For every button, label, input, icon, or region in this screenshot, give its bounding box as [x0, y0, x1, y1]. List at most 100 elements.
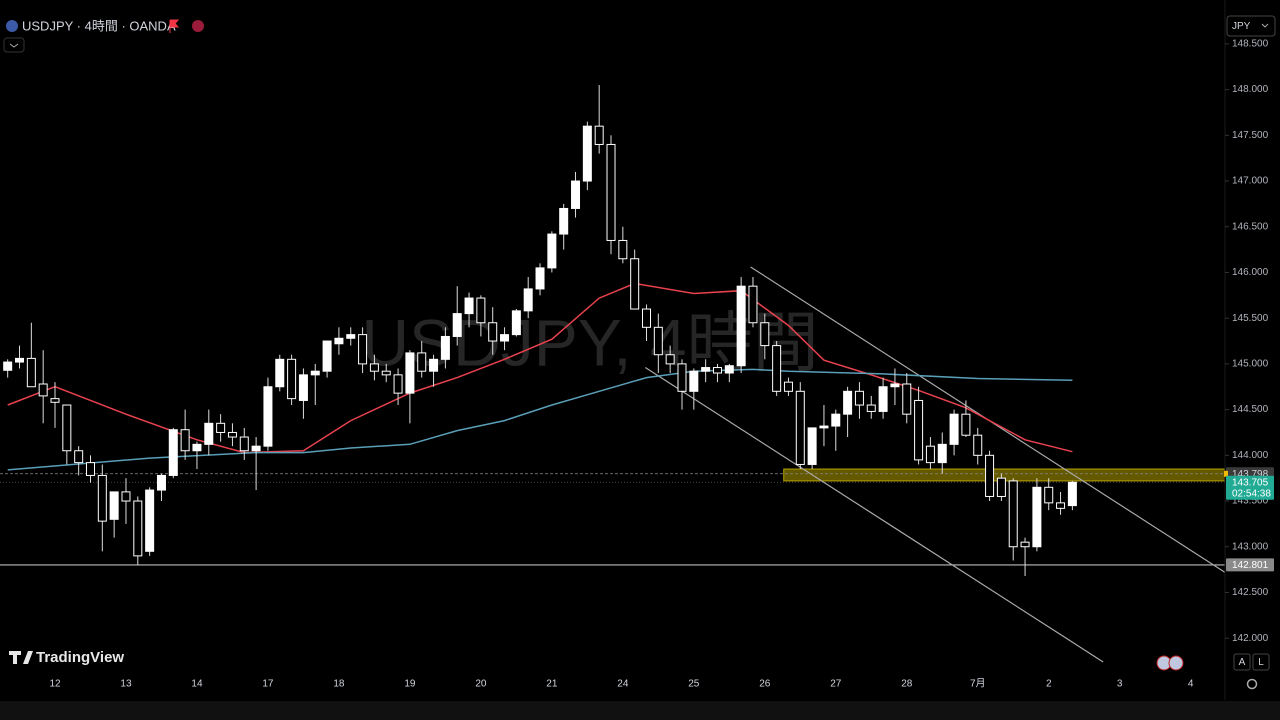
countdown: 02:54:38	[1232, 488, 1271, 499]
candle-body	[618, 239, 628, 260]
candle-body	[346, 334, 356, 339]
x-tick-label: 3	[1117, 679, 1123, 690]
candle-body	[393, 374, 403, 394]
x-tick-label: 17	[262, 679, 274, 690]
y-tick-label: 144.500	[1232, 404, 1269, 415]
x-tick-label: 27	[830, 679, 842, 690]
x-tick-label: 28	[901, 679, 913, 690]
x-tick-label: 4	[1188, 679, 1194, 690]
button-label: A	[1239, 657, 1246, 668]
collapse-button[interactable]	[3, 37, 25, 53]
y-tick-label: 142.000	[1232, 633, 1269, 644]
candle-body	[559, 207, 569, 235]
candle-body	[500, 334, 510, 342]
trendline	[644, 367, 1104, 663]
candle-body	[417, 352, 427, 372]
candle-body	[689, 370, 699, 392]
y-tick-label: 146.500	[1232, 221, 1269, 232]
log-scale-button[interactable]	[1252, 653, 1270, 671]
candle-body	[642, 308, 651, 328]
candle-body	[653, 326, 663, 356]
candle-body	[1020, 541, 1030, 548]
support-box	[1226, 558, 1274, 572]
y-tick-label: 146.000	[1232, 267, 1269, 278]
event-icon[interactable]	[1168, 655, 1184, 671]
support-label: 142.801	[1232, 560, 1269, 571]
candle-body	[429, 358, 439, 372]
x-tick-label: 21	[546, 679, 558, 690]
x-tick-label: 26	[759, 679, 771, 690]
candle-body	[133, 500, 143, 557]
candle-body	[843, 390, 853, 415]
candle-body	[85, 462, 95, 476]
candle-body	[748, 285, 758, 324]
y-tick-label: 147.500	[1232, 130, 1269, 141]
candle-body	[547, 233, 557, 269]
candle-body	[1067, 481, 1077, 507]
button-label: L	[1258, 657, 1264, 668]
x-tick-label: 25	[688, 679, 700, 690]
brand-logo	[9, 651, 33, 664]
alert-marker	[1224, 470, 1228, 477]
candle-body	[630, 258, 640, 310]
candle-body	[866, 404, 876, 412]
candle-body	[973, 434, 983, 456]
candle-body	[535, 267, 545, 290]
symbol-title[interactable]: USDJPY · 4時間 · OANDA	[22, 18, 176, 33]
alert-label: 143.798	[1232, 469, 1269, 480]
candle-body	[26, 357, 36, 388]
candle-body	[795, 390, 805, 465]
flag-icon	[6, 20, 18, 32]
candle-body	[381, 370, 391, 376]
y-tick-label: 143.500	[1232, 496, 1269, 507]
last-price-box	[1226, 475, 1274, 500]
candle-body	[109, 491, 119, 520]
candle-body	[488, 322, 498, 342]
candle-body	[1032, 486, 1042, 548]
last-price-label: 143.705	[1232, 477, 1269, 488]
settings-icon[interactable]	[1246, 678, 1258, 690]
candle-body	[251, 445, 261, 452]
candle-body	[440, 335, 450, 360]
status-icon	[192, 20, 204, 32]
candle-body	[511, 310, 521, 336]
candle-body	[369, 363, 379, 372]
candle-body	[783, 381, 793, 392]
candle-body	[50, 398, 60, 403]
bottom-toolbar	[0, 701, 1280, 720]
candle-body	[310, 370, 320, 376]
candle-body	[1008, 480, 1018, 548]
candle-body	[216, 422, 226, 433]
y-tick-label: 148.000	[1232, 84, 1269, 95]
x-tick-label: 24	[617, 679, 629, 690]
x-tick-label: 7月	[970, 678, 986, 690]
candle-body	[571, 180, 581, 209]
x-tick-label: 18	[333, 679, 345, 690]
candle-body	[961, 413, 971, 436]
candle-body	[701, 367, 711, 372]
candle-body	[3, 361, 13, 371]
candle-body	[287, 358, 297, 400]
candle-body	[97, 474, 107, 522]
candle-body	[263, 386, 273, 447]
y-tick-label: 142.500	[1232, 587, 1269, 598]
candle-body	[334, 337, 344, 345]
candle-body	[772, 345, 782, 392]
candle-body	[937, 443, 947, 464]
currency-button[interactable]	[1226, 15, 1276, 37]
x-tick-label: 13	[120, 679, 132, 690]
candle-body	[464, 297, 474, 315]
candle-body	[275, 358, 285, 388]
auto-scale-button[interactable]	[1233, 653, 1251, 671]
candle-body	[523, 288, 533, 312]
moving-average	[7, 368, 1073, 471]
candle-body	[890, 383, 900, 388]
candle-body	[712, 367, 722, 374]
y-tick-label: 144.000	[1232, 450, 1269, 461]
y-tick-label: 148.500	[1232, 39, 1269, 50]
candle-body	[121, 491, 131, 502]
x-tick-label: 2	[1046, 679, 1052, 690]
candle-body	[145, 489, 155, 552]
candle-body	[582, 125, 592, 182]
